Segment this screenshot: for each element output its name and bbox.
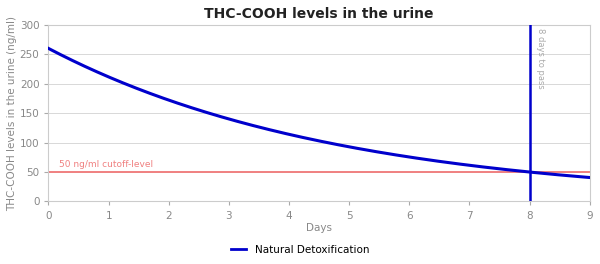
Text: 50 ng/ml cutoff-level: 50 ng/ml cutoff-level (59, 159, 154, 168)
Title: THC-COOH levels in the urine: THC-COOH levels in the urine (205, 7, 434, 21)
X-axis label: Days: Days (306, 223, 332, 233)
Y-axis label: THC-COOH levels in the urine (ng/ml): THC-COOH levels in the urine (ng/ml) (7, 16, 17, 211)
Text: 8 days to pass: 8 days to pass (536, 28, 545, 89)
Legend: Natural Detoxification: Natural Detoxification (227, 241, 373, 259)
